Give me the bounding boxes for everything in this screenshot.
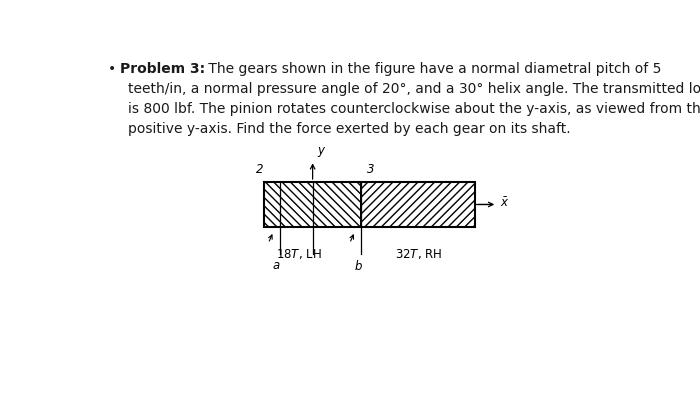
Text: •: • [108,62,116,76]
Text: is 800 lbf. The pinion rotates counterclockwise about the y-axis, as viewed from: is 800 lbf. The pinion rotates countercl… [128,102,700,116]
Text: positive y-axis. Find the force exerted by each gear on its shaft.: positive y-axis. Find the force exerted … [128,122,570,136]
Text: $b$: $b$ [354,259,363,273]
Text: The gears shown in the figure have a normal diametral pitch of 5: The gears shown in the figure have a nor… [204,62,662,76]
Bar [264,182,475,227]
Text: 32$T$, RH: 32$T$, RH [395,247,442,261]
Text: 18$T$, LH: 18$T$, LH [276,247,322,261]
Text: 3: 3 [367,163,374,176]
Text: Problem 3:: Problem 3: [120,62,205,76]
Bar [361,182,475,227]
Bar [264,182,361,227]
Text: $\bar{x}$: $\bar{x}$ [500,196,509,210]
Text: teeth/in, a normal pressure angle of 20°, and a 30° helix angle. The transmitted: teeth/in, a normal pressure angle of 20°… [128,82,700,96]
Text: 2: 2 [256,163,264,176]
Text: $a$: $a$ [272,259,280,272]
Text: $y$: $y$ [317,145,326,159]
